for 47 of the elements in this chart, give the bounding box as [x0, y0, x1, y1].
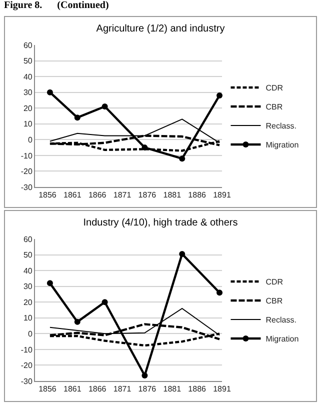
- y-tick-label: 40: [23, 72, 33, 82]
- y-tick-label: 20: [23, 298, 33, 307]
- legend-label: CDR: [266, 84, 284, 93]
- x-tick-label: 1881: [163, 190, 182, 200]
- legend-label: CBR: [266, 296, 283, 306]
- legend-label: Reclass.: [266, 316, 296, 325]
- legend-label: CBR: [266, 102, 283, 112]
- x-tick-label: 1856: [38, 384, 57, 394]
- chart-title: Agriculture (1/2) and industry: [96, 24, 225, 35]
- y-tick-label: 0: [28, 135, 33, 144]
- legend-label: Reclass.: [266, 122, 296, 131]
- x-tick-label: 1861: [64, 190, 82, 200]
- y-tick-label: 10: [23, 314, 33, 323]
- x-tick-label: 1876: [138, 384, 157, 394]
- y-tick-label: 40: [23, 266, 33, 276]
- x-tick-label: 1891: [213, 190, 232, 200]
- y-tick-label: 50: [23, 250, 33, 260]
- y-tick-label: 10: [23, 120, 33, 129]
- y-tick-label: -20: [20, 361, 33, 370]
- y-tick-label: 30: [23, 88, 33, 98]
- x-tick-label: 1871: [113, 384, 132, 394]
- y-tick-label: 20: [23, 104, 33, 113]
- y-tick-label: 30: [23, 282, 33, 292]
- x-tick-label: 1856: [38, 190, 57, 200]
- y-tick-label: 60: [23, 234, 33, 244]
- y-tick-label: 50: [23, 56, 33, 66]
- y-tick-label: -30: [20, 182, 33, 192]
- x-tick-label: 1886: [188, 384, 207, 394]
- y-tick-label: -10: [20, 151, 33, 160]
- x-tick-label: 1866: [88, 384, 107, 394]
- y-tick-label: -30: [20, 376, 33, 386]
- legend-label: CDR: [266, 278, 284, 287]
- x-tick-label: 1886: [188, 190, 207, 200]
- y-tick-label: 0: [28, 329, 33, 338]
- chart-title: Industry (4/10), high trade & others: [83, 218, 238, 229]
- x-tick-label: 1891: [213, 384, 232, 394]
- x-tick-label: 1881: [163, 384, 182, 394]
- y-tick-label: -20: [20, 167, 33, 176]
- x-tick-label: 1871: [113, 190, 132, 200]
- caption: Figure 8. (Continued): [3, 0, 110, 13]
- y-tick-label: 60: [23, 40, 33, 50]
- x-tick-label: 1876: [138, 190, 157, 200]
- y-tick-label: -10: [20, 345, 33, 354]
- x-tick-label: 1861: [64, 384, 82, 394]
- legend-label: Migration: [266, 334, 299, 344]
- x-tick-label: 1866: [88, 190, 107, 200]
- legend-label: Migration: [266, 140, 299, 150]
